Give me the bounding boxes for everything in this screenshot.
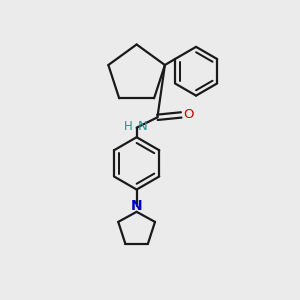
Text: O: O [184, 108, 194, 122]
Text: N: N [138, 120, 148, 133]
Text: N: N [131, 200, 142, 214]
Text: H: H [124, 120, 133, 133]
